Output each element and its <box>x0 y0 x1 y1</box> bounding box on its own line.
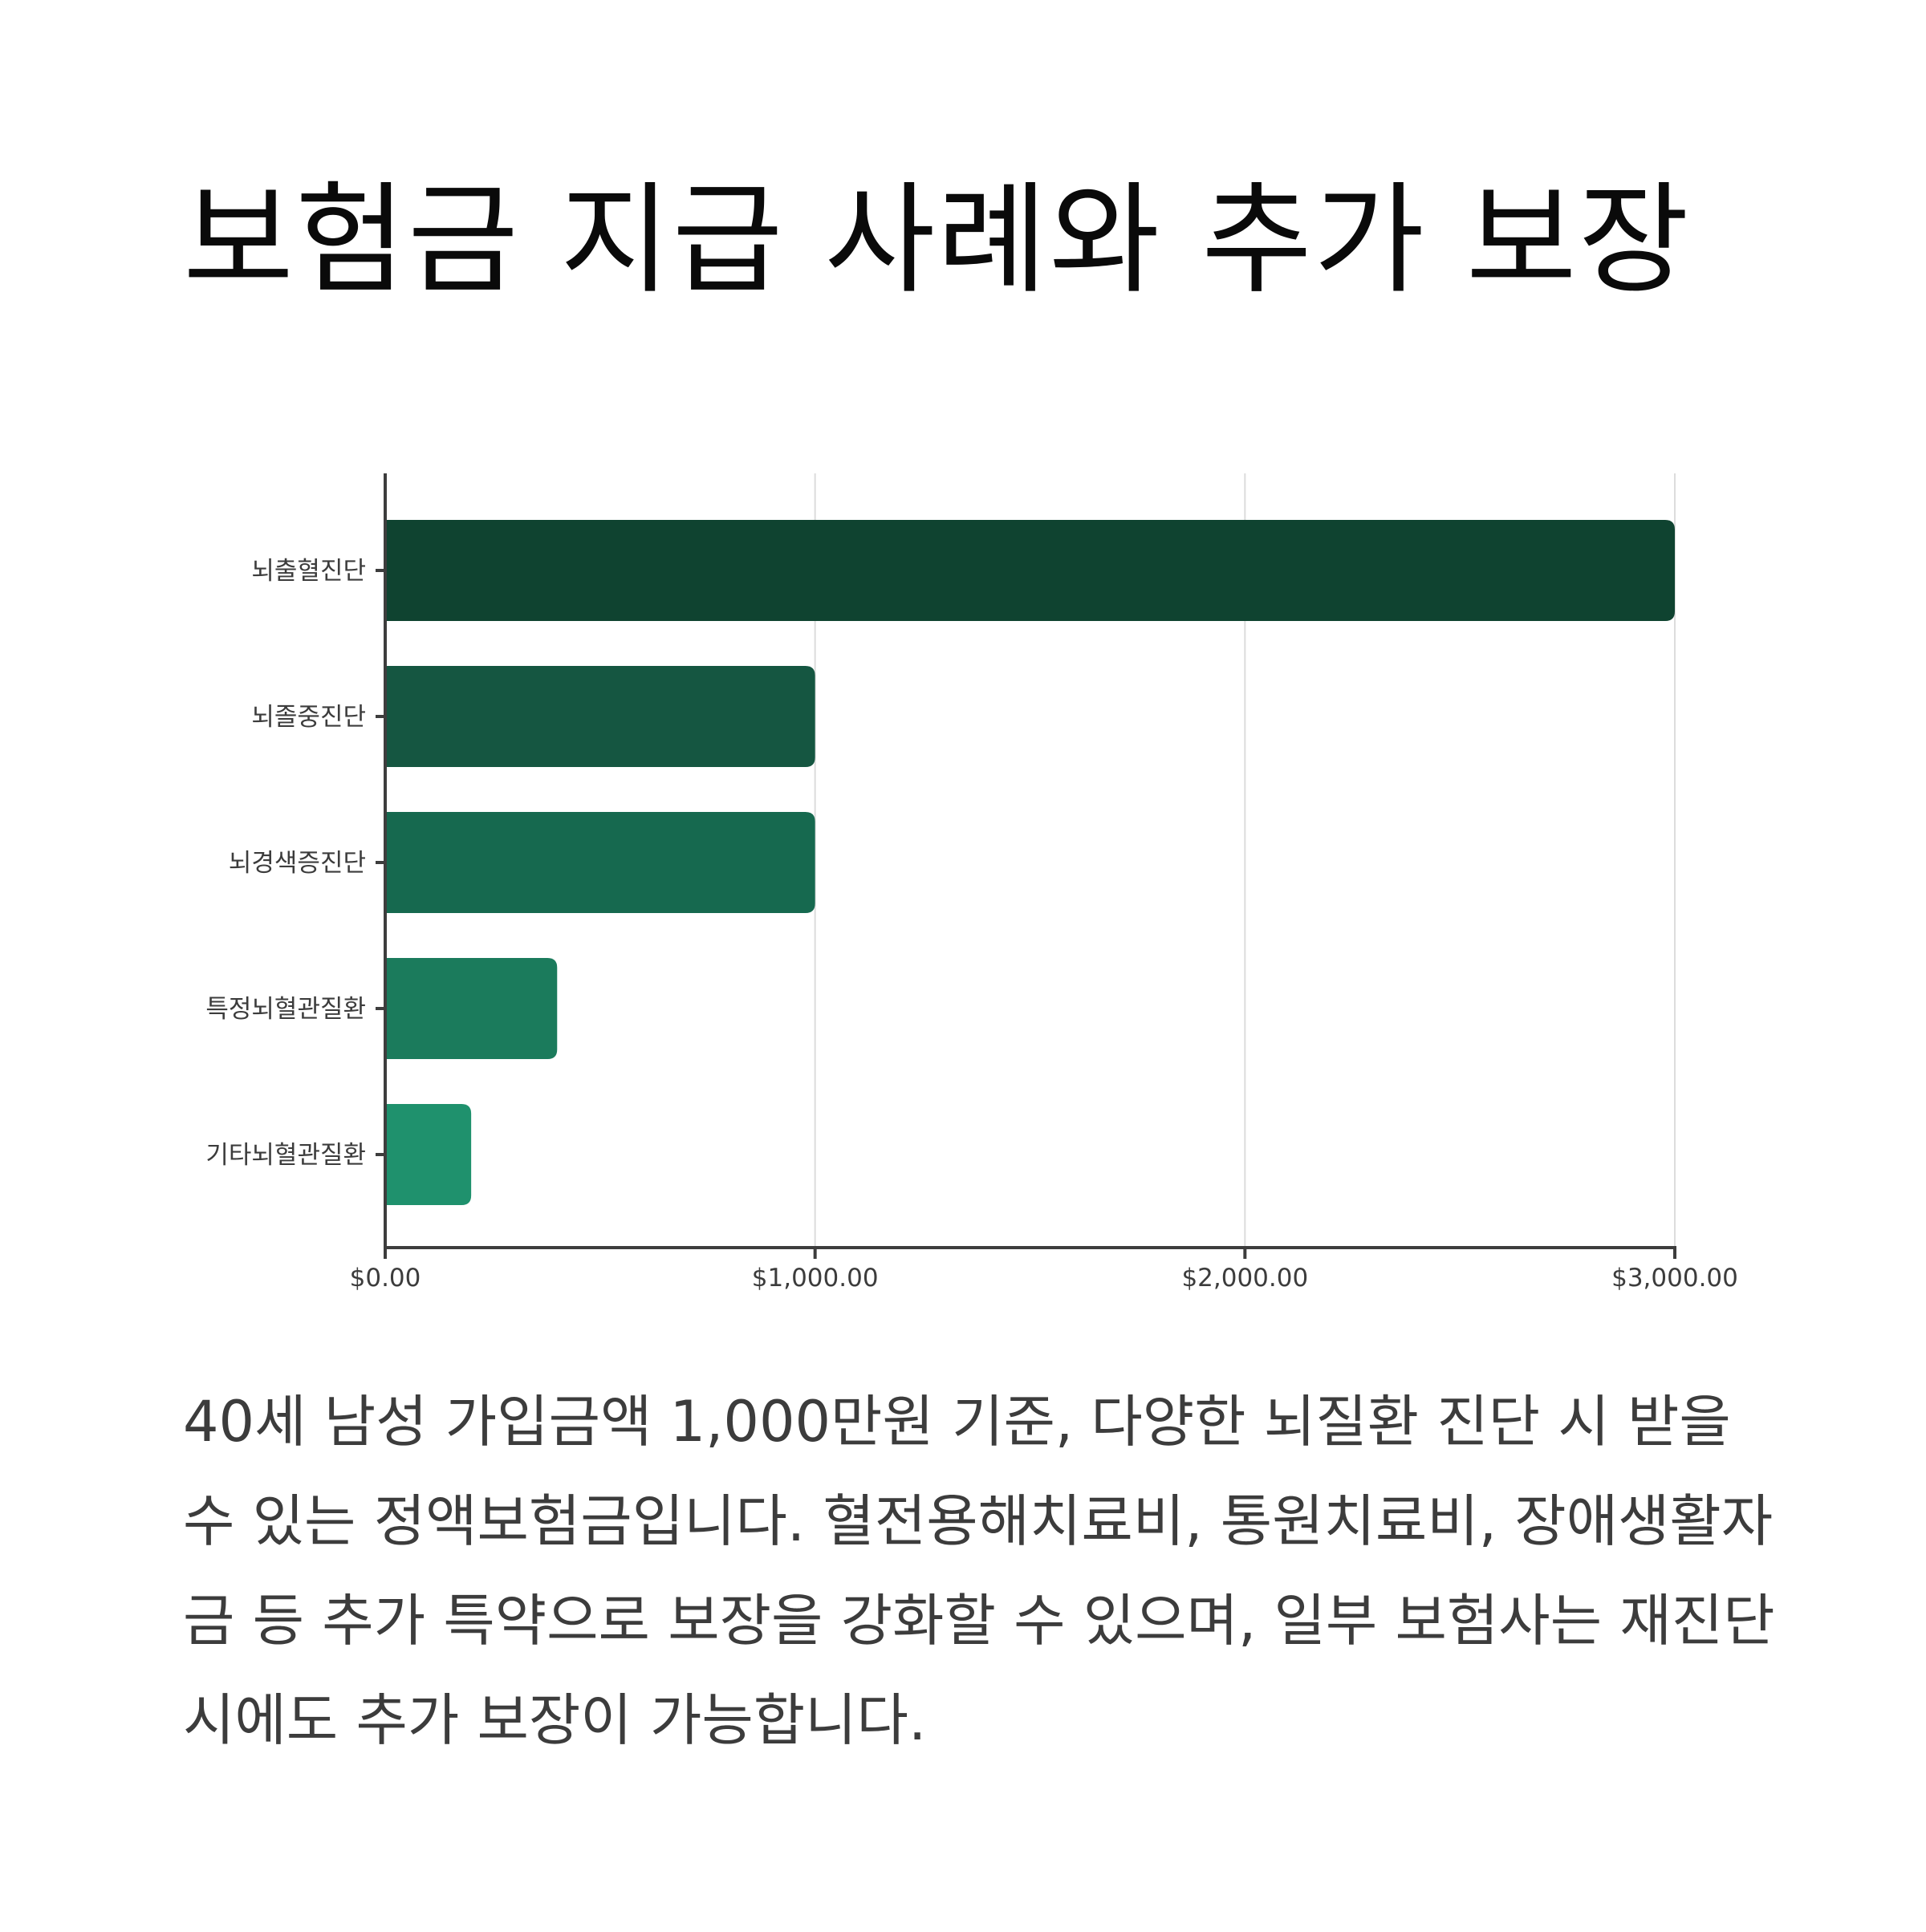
x-tick-label-3: $3,000.00 <box>1611 1264 1738 1293</box>
description-text: 40세 남성 가입금액 1,000만원 기준, 다양한 뇌질환 진단 시 받을 … <box>183 1389 1775 1753</box>
x-tick-label-1: $1,000.00 <box>752 1264 879 1293</box>
y-tick-label-4: 특정뇌혈관질환 <box>205 995 366 1024</box>
x-tick-label-2: $2,000.00 <box>1181 1264 1308 1293</box>
bar-1 <box>385 520 1675 621</box>
bars <box>385 520 1675 1205</box>
page-title: 보험금 지급 사례와 추가 보장 <box>183 171 1691 310</box>
bar-3 <box>385 812 815 913</box>
y-tick-label-1: 뇌출혈진단 <box>251 557 366 586</box>
bar-2 <box>385 666 815 767</box>
y-tick-label-3: 뇌경색증진단 <box>229 849 366 878</box>
axes <box>376 473 1676 1259</box>
y-tick-label-5: 기타뇌혈관질환 <box>205 1141 366 1170</box>
bar-4 <box>385 958 558 1059</box>
y-tick-label-2: 뇌졸중진단 <box>251 703 366 732</box>
bar-5 <box>385 1104 472 1205</box>
x-tick-label-0: $0.00 <box>350 1264 421 1293</box>
